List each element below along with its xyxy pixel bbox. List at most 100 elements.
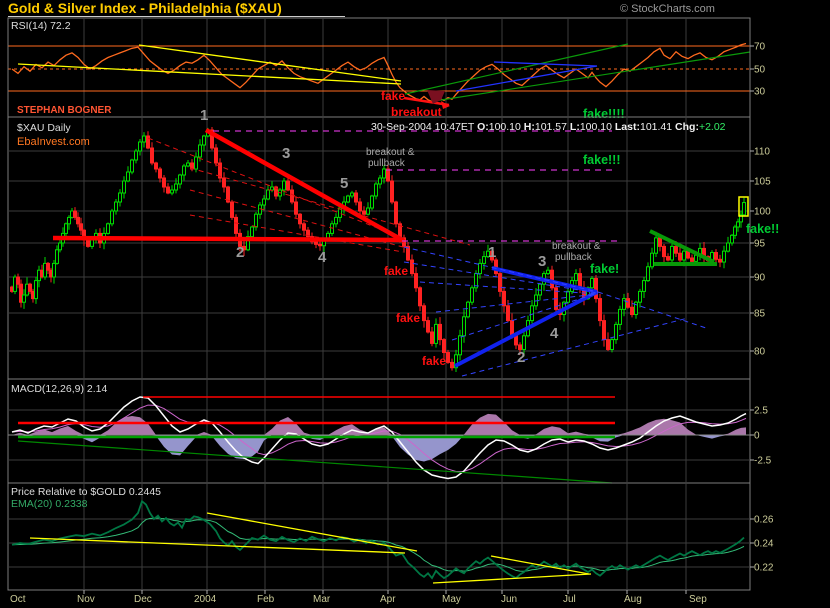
candle-body [79,223,83,231]
x-axis-month-label: Sep [689,594,707,605]
candle-body [86,239,90,247]
candle-body [198,144,202,158]
candle-body [590,277,594,289]
breakout-label-rsi: breakout [391,105,442,119]
red-triangle-support [52,235,405,243]
candle-body [114,201,118,212]
candle-body [406,245,410,261]
candle-body [618,308,622,325]
macd-signal-line [11,404,747,472]
candle-body [430,331,434,344]
candle-body [178,174,182,185]
candle-body [90,239,94,247]
candle-body [76,216,80,225]
x-axis-month-label: 2004 [194,594,217,605]
candle-body [334,216,338,225]
panel-border-rsi [7,17,751,118]
candle-body [202,135,206,146]
candle-body [678,252,682,261]
panel-rsi [83,19,687,116]
candle-body [246,236,250,251]
pr-series [11,499,745,580]
candle-body [306,229,310,238]
red-fan-4 [189,214,404,253]
rsi-line [11,42,747,103]
candle-body [650,252,654,268]
wave-label: 1 [488,244,496,261]
candle-body [282,180,286,191]
candle-body [64,223,68,234]
last-candle-highlight-box [738,196,749,217]
candle-body [286,180,290,191]
candle-body [686,250,690,259]
candle-body [502,290,506,307]
candle-body [654,237,658,254]
candle-body [19,283,23,303]
candle-body [146,135,150,149]
y-axis-label-rsi: 50 [754,65,766,76]
candle-body [58,242,62,251]
candle-body [346,195,350,203]
candle-body [34,280,38,300]
blue-apex-extension [597,291,707,329]
candle-body [218,162,222,179]
price-relative-line [11,499,745,580]
candle-body [446,352,450,363]
candle-body [170,189,174,194]
candle-body [250,226,254,238]
x-axis-month-label: May [442,594,461,605]
candle-body [186,162,190,167]
breakout-pullback-note: pullback [555,252,593,263]
chart-title: Gold & Silver Index - Philadelphia ($XAU… [8,0,282,16]
price-relative-label: Price Relative to $GOLD 0.2445 [11,486,161,498]
axis-labels: 70 50 30 110 105 100 95 90 85 80 2.5 0 -2.5 0.26 0.24 0… [10,42,774,606]
red-fan-1 [147,137,404,239]
candle-body [739,214,743,223]
candle-body [274,186,278,197]
candle-body [138,141,142,152]
candle-body [662,245,666,258]
macd-histogram-positive [12,413,746,435]
candle-body [142,135,146,143]
candle-body [67,216,71,225]
y-axis-label-macd: -2.5 [754,456,772,467]
y-axis-label-macd: 2.5 [754,406,768,417]
candle-body [414,273,418,289]
candle-body [52,262,56,278]
candle-body [610,339,614,350]
candle-body [733,226,737,236]
x-axis-month-label: Apr [380,594,396,605]
candle-body [242,245,246,251]
breakout-pullback-note: breakout & [366,147,415,158]
candle-body [726,242,730,252]
candle-body [550,269,554,289]
candle-body [370,195,374,209]
candle-body [73,210,77,218]
candle-body [222,177,226,188]
candle-body [55,249,59,264]
candle-body [194,156,198,170]
author-label: STEPHAN BOGNER [17,105,112,116]
x-axis-month-label: Jul [563,594,576,605]
blue-triangle-support [454,290,598,368]
candle-body [16,276,20,285]
pr-yellow-channel-upper [206,512,418,552]
candle-body [458,335,462,356]
panel-pr [9,484,749,589]
candle-body [28,283,32,292]
candle-body [210,129,214,149]
rsi-indicator-label: RSI(14) 72.2 [11,20,71,32]
red-triangle-resistance [204,128,406,243]
rsi-green-channel-upper [404,43,629,95]
macd-green-trendline [17,440,613,484]
candle-body [682,250,686,261]
candle-body [394,201,398,225]
candle-body [470,287,474,303]
fake-label-green: fake!!!! [583,107,625,121]
candle-body [158,168,162,179]
candle-body [438,323,442,341]
candle-body [614,323,618,341]
candle-body [434,323,438,344]
wave-label: 5 [340,175,348,192]
candle-body [382,168,386,179]
